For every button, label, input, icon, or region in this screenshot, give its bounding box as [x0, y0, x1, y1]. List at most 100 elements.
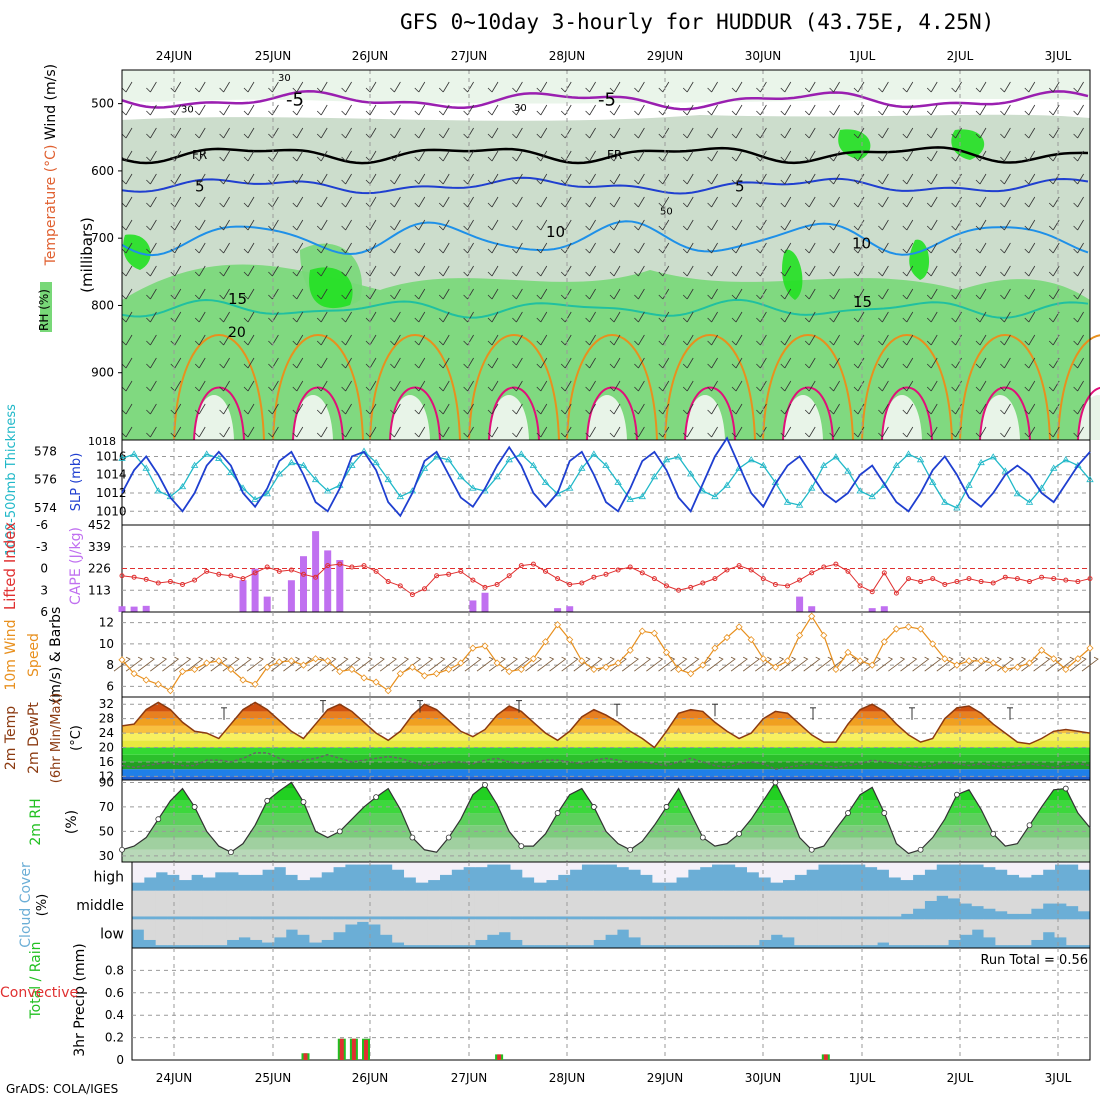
lifted-index-point	[676, 587, 682, 593]
thickness-point	[1001, 467, 1010, 474]
wind-barb	[951, 265, 962, 277]
wind-barb	[268, 242, 279, 254]
cloud-gap-high	[498, 862, 511, 865]
lifted-index-point	[288, 567, 294, 573]
thickness-point	[553, 490, 562, 497]
cloud-gap-middle	[616, 890, 630, 917]
contour-20-arch-0	[173, 334, 265, 441]
wind-speed-point	[880, 638, 888, 646]
wind-barb	[780, 104, 792, 116]
wind-barb	[316, 265, 328, 277]
wind-barb	[731, 173, 743, 185]
wind-speed-point	[917, 625, 925, 633]
wind-barb	[487, 219, 499, 231]
wind-barb	[682, 311, 694, 323]
thickness-point	[323, 487, 332, 494]
date-label-top: 27JUN	[451, 49, 488, 63]
wind-barb	[292, 288, 304, 300]
wind-barb	[487, 403, 499, 415]
wind-barb	[512, 357, 523, 369]
wind-speed-point	[215, 657, 223, 665]
wind-barb	[219, 104, 230, 116]
wind-barb	[975, 242, 987, 254]
wind-barb	[1024, 242, 1036, 254]
cloud-gap-middle	[321, 890, 334, 917]
wind-barb	[292, 265, 304, 277]
wind-speed-point	[796, 631, 804, 639]
wind-barb-10m	[876, 656, 894, 672]
contour-label: 10	[546, 223, 565, 241]
wind-barb	[487, 150, 499, 162]
wind-barb	[878, 173, 889, 185]
cloud-gap-low	[380, 919, 393, 935]
wind-barb	[146, 357, 157, 369]
wind-barb	[1000, 311, 1011, 323]
cloud-gap-low	[250, 919, 263, 940]
cloud-gap-middle	[1007, 890, 1020, 914]
wind-barb	[975, 81, 987, 93]
wind-barb	[292, 219, 304, 231]
cloud-gap-low	[829, 919, 843, 946]
cloud-gap-middle	[132, 890, 145, 917]
cloud-gap-low	[226, 919, 239, 940]
wind-barb	[316, 288, 328, 300]
thickness-point	[311, 475, 320, 483]
wind-barb	[731, 403, 743, 415]
wind-speed-point	[191, 665, 199, 673]
wind-barb-10m	[1033, 656, 1051, 672]
wind-barb-10m	[319, 656, 337, 672]
wind-barb	[414, 196, 426, 208]
wind-barb	[658, 242, 670, 254]
wind-barb	[1048, 403, 1060, 415]
wind-speed-point	[590, 665, 598, 673]
contour-25-arch-6	[782, 386, 834, 441]
lifted-y-tick: 0	[40, 562, 48, 576]
cloud-gap-low	[285, 919, 299, 930]
contour-label: FR	[607, 148, 622, 162]
wind-barb	[243, 219, 255, 231]
wind-barb	[1073, 334, 1084, 346]
wind-barb	[438, 219, 450, 231]
wind-barb	[121, 173, 133, 185]
cloud-gap-low	[214, 919, 228, 946]
wind-barb	[951, 81, 962, 93]
cloud-gap-middle	[522, 890, 535, 917]
wind-barb	[390, 265, 401, 277]
wind-barb	[316, 426, 328, 438]
thickness-point	[614, 478, 622, 485]
cloud-gap-middle	[451, 890, 464, 917]
wind-barb	[146, 380, 157, 392]
wind-barb	[902, 265, 914, 277]
rh-shading-1	[122, 70, 1090, 104]
cloud-gap-low	[333, 919, 346, 933]
cloud-gap-high	[344, 862, 358, 865]
wind-barb	[878, 265, 889, 277]
cloud-gap-high	[664, 862, 677, 883]
wind-barb	[463, 380, 474, 392]
cloud-gap-low	[664, 919, 677, 946]
thickness-point	[372, 458, 380, 466]
wind-speed-point	[408, 663, 416, 671]
contour-label: 30	[181, 104, 194, 115]
wind-barb	[560, 288, 572, 300]
wind-barb	[512, 150, 523, 162]
lifted-index-point	[470, 577, 476, 583]
wind-barb	[951, 173, 962, 185]
cloud-gap-middle	[735, 890, 748, 917]
cloud-gap-middle	[652, 890, 665, 917]
wind-barb	[951, 426, 962, 438]
date-label-bottom: 28JUN	[549, 1071, 586, 1085]
wind-barb	[365, 196, 377, 208]
wind-barb	[902, 173, 914, 185]
wind-barb	[1073, 81, 1084, 93]
cape-bar	[239, 580, 247, 612]
wind-barb	[878, 104, 889, 116]
thickness-point	[928, 478, 937, 485]
cloud-gap-high	[806, 862, 819, 870]
contour-25-arch-0	[193, 386, 245, 441]
wind-barb	[804, 426, 816, 438]
wind-barb	[292, 242, 304, 254]
wind-barb	[804, 219, 816, 231]
wind-barb	[658, 288, 670, 300]
wind-speed-point	[166, 687, 174, 695]
